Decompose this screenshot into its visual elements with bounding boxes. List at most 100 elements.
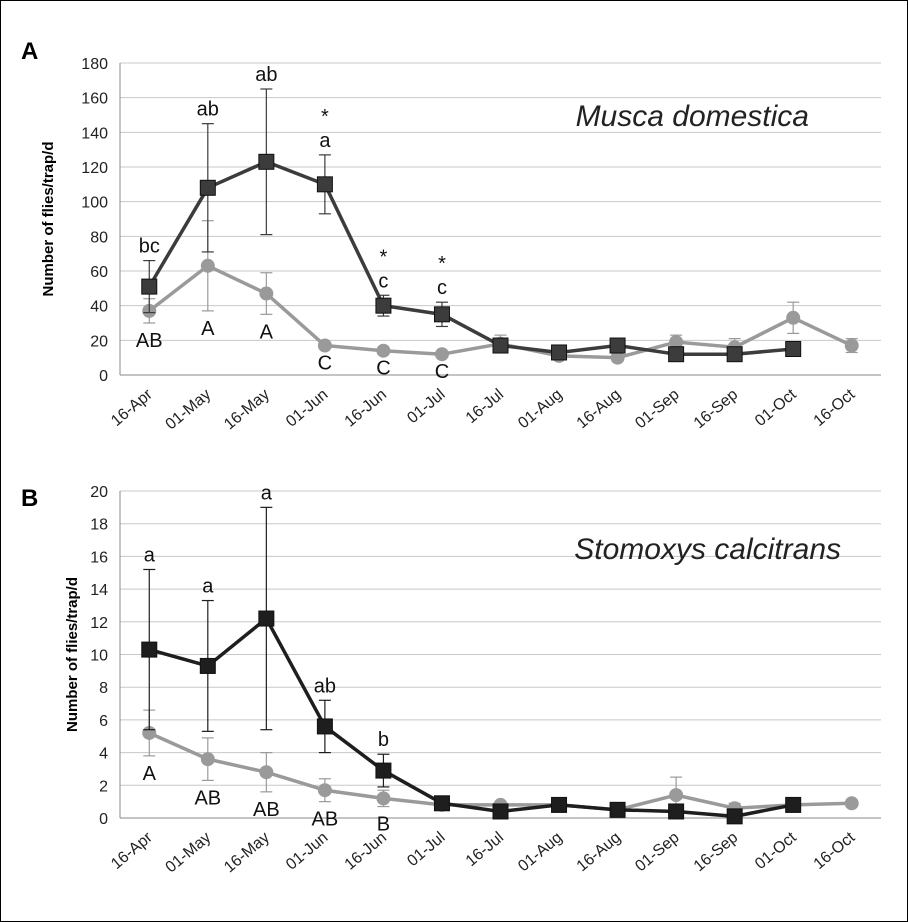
panel-a-x-tick-label: 16-Jun <box>342 386 390 430</box>
panel-b-x-tick-label: 16-Jun <box>342 829 390 873</box>
panel-a-x-tick-label: 01-May <box>163 386 215 433</box>
panel-a-y-tick-label: 20 <box>90 333 108 350</box>
panel-a-series-square-point <box>258 153 275 170</box>
panel-a-x-tick-label: 16-Sep <box>691 386 742 432</box>
panel-a-annotation-lower: C <box>376 358 390 380</box>
panel-a-series-square-point <box>433 306 450 323</box>
panel-a-series-circle-point <box>434 347 449 362</box>
panel-a-annotation-star: * <box>380 246 388 268</box>
panel-a-series-square-point <box>668 346 685 363</box>
panel-a-series-square-point <box>609 337 626 354</box>
panel-b-y-tick-label: 6 <box>99 713 108 730</box>
panel-b-y-tick-label: 20 <box>90 484 108 501</box>
panel-b-series-circle-point <box>259 765 274 780</box>
panel-b-series-circle-point <box>844 796 859 811</box>
panel-b-series-square-line <box>148 616 794 819</box>
panel-b-annotation-upper: a <box>202 576 214 598</box>
panel-a-y-tick-label: 120 <box>81 160 108 177</box>
panel-a-y-tick-label: 100 <box>81 195 108 212</box>
panel-b-x-tick-label: 16-May <box>221 829 273 876</box>
panel-a-y-tick-label: 180 <box>81 56 108 73</box>
panel-a-x-tick-label: 16-Apr <box>108 386 156 430</box>
panel-a-y-axis-label: Number of flies/trap/d <box>40 141 57 296</box>
panel-b-series-circle-point <box>669 788 684 803</box>
panel-b-species-label: Stomoxys calcitrans <box>574 533 841 566</box>
panel-a-x-tick-label: 01-Aug <box>515 386 565 432</box>
panel-b-annotation-upper: a <box>261 482 273 504</box>
panel-a-series-circle-point <box>376 343 391 358</box>
panel-a-annotation-upper: ab <box>197 99 219 121</box>
panel-a-series-circle-point <box>844 338 859 353</box>
panel-a-annotation-star: * <box>438 253 446 275</box>
panel-b-series-circle-point <box>317 783 332 798</box>
panel-a-series-circle-point <box>610 350 625 365</box>
panel-a-y-tick-label: 80 <box>90 229 108 246</box>
panel-a-series-square-point <box>141 278 158 295</box>
panel-b-y-axis-label: Number of flies/trap/d <box>64 577 81 732</box>
panel-b-series-square-point <box>609 801 626 818</box>
panel-a-series-square-point <box>199 179 216 196</box>
panel-a-series-circle-point <box>200 258 215 273</box>
panel-b-annotation-upper: a <box>144 544 156 566</box>
panel-a-annotation-upper: c <box>378 270 388 292</box>
panel-a-y-tick-label: 0 <box>99 368 108 385</box>
panel-b-y-tick-label: 10 <box>90 648 108 665</box>
panel-b-y-tick-label: 18 <box>90 517 108 534</box>
panel-b-y-tick-label: 14 <box>90 582 108 599</box>
panel-b-series-square-point <box>199 657 216 674</box>
panel-b-y-tick-label: 2 <box>99 778 108 795</box>
panel-b-y-tick-label: 16 <box>90 549 108 566</box>
panel-b-annotation-upper: b <box>378 729 389 751</box>
panel-a-annotation-upper: a <box>319 130 331 152</box>
panel-b-series-square-point <box>375 762 392 779</box>
panel-a-series-square-point <box>785 341 802 357</box>
panel-b-series-square-point <box>551 796 568 813</box>
panel-b-annotation-lower: AB <box>312 809 339 831</box>
panel-b-annotation-lower: AB <box>194 787 221 809</box>
panel-b-x-tick-label: 01-Jun <box>283 829 331 873</box>
panel-b-x-tick-label: 01-Oct <box>752 829 800 873</box>
panel-b-y-tick-label: 12 <box>90 615 108 632</box>
panel-b-x-tick-label: 16-Apr <box>108 829 156 873</box>
panel-a-x-tick-label: 01-Sep <box>632 386 683 432</box>
panel-a-annotation-lower: C <box>435 361 449 383</box>
panel-a-series-square-point <box>492 337 509 354</box>
panel-b-x-tick-label: 16-Sep <box>691 829 742 875</box>
panel-b-annotation-lower: A <box>143 763 157 785</box>
panel-a-label: A <box>21 38 38 65</box>
panel-a-series-square-point <box>726 346 743 363</box>
panel-a-series-circle-point <box>259 286 274 301</box>
panel-a-y-tick-label: 60 <box>90 264 108 281</box>
panel-a-annotation-upper: c <box>437 277 447 299</box>
panel-a-x-tick-label: 16-Oct <box>811 386 859 430</box>
panel-b-series-circle-point <box>376 791 391 806</box>
panel-a-series-square-point <box>375 297 392 314</box>
panel-b-y-tick-label: 0 <box>99 811 108 828</box>
panel-b-x-tick-label: 01-Sep <box>632 829 683 875</box>
panel-b-series-square-point <box>785 796 802 813</box>
panel-b-series-circle-point <box>200 752 215 767</box>
panel-b-series-square-point <box>668 803 685 820</box>
panel-a-annotation-lower: AB <box>136 330 163 352</box>
panel-a-series-square-point <box>551 344 568 361</box>
panel-a-series-square-point <box>316 176 333 193</box>
panel-a-x-tick-label: 01-Jul <box>404 386 448 427</box>
panel-a-annotation-star: * <box>321 106 329 128</box>
panel-b-annotation-upper: ab <box>314 675 336 697</box>
panel-b-x-tick-label: 16-Jul <box>463 829 507 870</box>
panel-a-x-tick-label: 16-May <box>221 386 273 433</box>
panel-b-y-tick-label: 8 <box>99 680 108 697</box>
panel-b-x-tick-label: 16-Oct <box>811 829 859 873</box>
panel-a-annotation-upper: bc <box>139 236 160 258</box>
panel-a-annotation-lower: C <box>318 353 332 375</box>
panel-b-series-square-point <box>433 795 450 812</box>
panel-b-series-square-point <box>141 641 158 658</box>
panel-b-series-square-point <box>258 610 275 627</box>
panel-b-label: B <box>21 485 38 512</box>
panel-a-annotation-lower: A <box>201 318 215 340</box>
panel-a-x-tick-label: 01-Oct <box>752 386 800 430</box>
panel-a-x-tick-label: 16-Jul <box>463 386 507 427</box>
panel-b-x-tick-label: 01-Aug <box>515 829 565 875</box>
